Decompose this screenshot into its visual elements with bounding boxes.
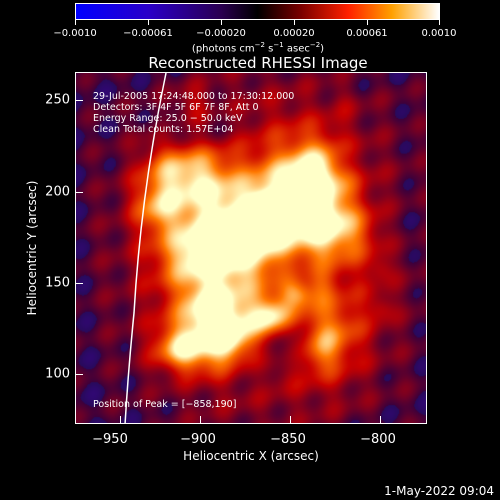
solar-limb-line	[124, 73, 167, 423]
plot-title: Reconstructed RHESSI Image	[148, 54, 368, 72]
colorbar	[75, 3, 440, 20]
x-tick-label: −950	[92, 432, 128, 447]
y-tick-mark	[75, 100, 83, 101]
y-tick-mark	[75, 192, 83, 193]
colorbar-gradient	[76, 4, 439, 19]
colorbar-tick-label: 0.00020	[273, 28, 315, 39]
y-tick-label: 250	[45, 92, 70, 108]
x-axis-label: Heliocentric X (arcsec)	[183, 449, 319, 463]
footer-date: 1-May-2022 09:04	[384, 484, 494, 498]
colorbar-tick-label: 0.0010	[421, 28, 457, 39]
x-tick-mark	[290, 416, 291, 424]
colorbar-tick-label: −0.00061	[123, 28, 173, 39]
x-tick-label: −900	[180, 432, 216, 447]
y-tick-label: 100	[45, 366, 70, 382]
peak-position-text: Position of Peak = [−858,190]	[93, 399, 237, 410]
x-tick-mark	[120, 416, 121, 424]
y-tick-label: 200	[45, 184, 70, 200]
colorbar-tick-mark	[294, 20, 295, 25]
detectors-text: Detectors: 3F 4F 5F 6F 7F 8F, Att 0	[93, 102, 259, 113]
y-tick-label: 150	[45, 275, 70, 291]
colorbar-tick-mark	[221, 20, 222, 25]
observation-time-text: 29-Jul-2005 17:24:48.000 to 17:30:12.000	[93, 91, 295, 102]
rhessi-image-map	[76, 73, 426, 423]
colorbar-tick-mark	[439, 20, 440, 25]
image-plot-frame	[75, 72, 427, 424]
x-tick-mark	[380, 416, 381, 424]
colorbar-tick-mark	[367, 20, 368, 25]
colorbar-tick-mark	[148, 20, 149, 25]
y-tick-mark	[75, 283, 83, 284]
x-tick-label: −850	[270, 432, 306, 447]
y-tick-mark	[75, 374, 83, 375]
colorbar-tick-label: −0.0010	[53, 28, 97, 39]
algorithm-counts-text: Clean Total counts: 1.57E+04	[93, 124, 234, 135]
y-axis-label: Heliocentric Y (arcsec)	[25, 180, 39, 316]
energy-range-text: Energy Range: 25.0 − 50.0 keV	[93, 113, 243, 124]
x-tick-label: −800	[360, 432, 396, 447]
colorbar-tick-label: 0.00061	[346, 28, 388, 39]
solar-limb-overlay	[124, 73, 167, 423]
colorbar-tick-label: −0.00020	[196, 28, 246, 39]
colorbar-tick-mark	[75, 20, 76, 25]
colorbar-unit-label: (photons cm−2 s−1 asec−2)	[191, 41, 325, 55]
x-tick-mark	[200, 416, 201, 424]
